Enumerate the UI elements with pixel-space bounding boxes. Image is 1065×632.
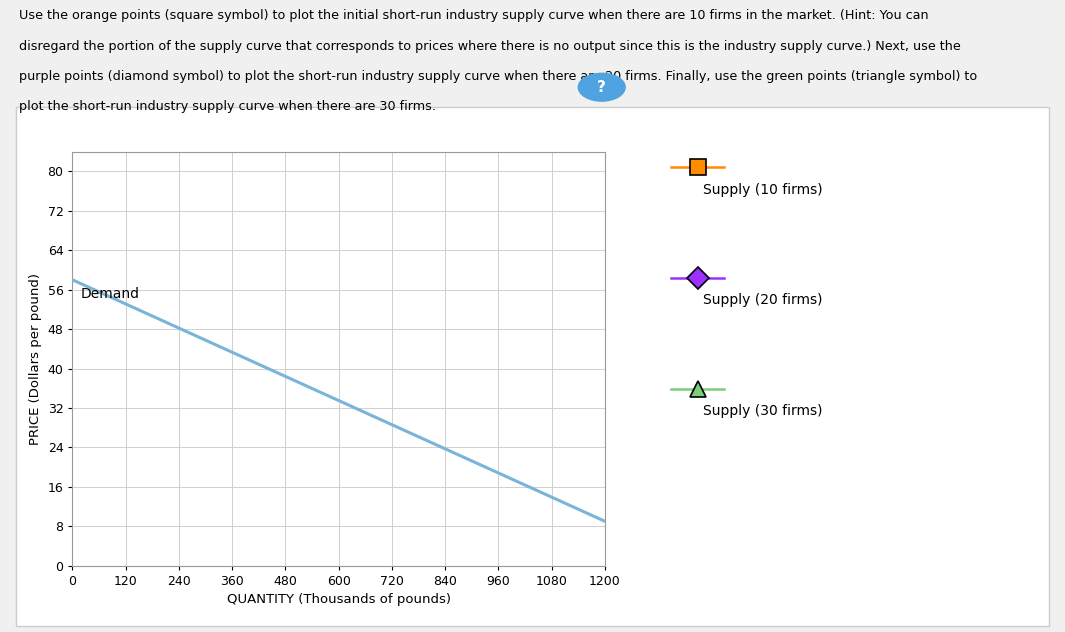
Text: Supply (20 firms): Supply (20 firms) (703, 293, 822, 307)
Text: Use the orange points (square symbol) to plot the initial short-run industry sup: Use the orange points (square symbol) to… (19, 9, 929, 23)
Text: plot the short-run industry supply curve when there are 30 firms.: plot the short-run industry supply curve… (19, 100, 437, 114)
X-axis label: QUANTITY (Thousands of pounds): QUANTITY (Thousands of pounds) (227, 593, 450, 606)
Text: Demand: Demand (81, 287, 140, 301)
Text: purple points (diamond symbol) to plot the short-run industry supply curve when : purple points (diamond symbol) to plot t… (19, 70, 978, 83)
Text: Supply (10 firms): Supply (10 firms) (703, 183, 822, 197)
Text: disregard the portion of the supply curve that corresponds to prices where there: disregard the portion of the supply curv… (19, 40, 961, 53)
Y-axis label: PRICE (Dollars per pound): PRICE (Dollars per pound) (29, 272, 42, 445)
Text: ?: ? (597, 80, 606, 95)
Text: Supply (30 firms): Supply (30 firms) (703, 404, 822, 418)
